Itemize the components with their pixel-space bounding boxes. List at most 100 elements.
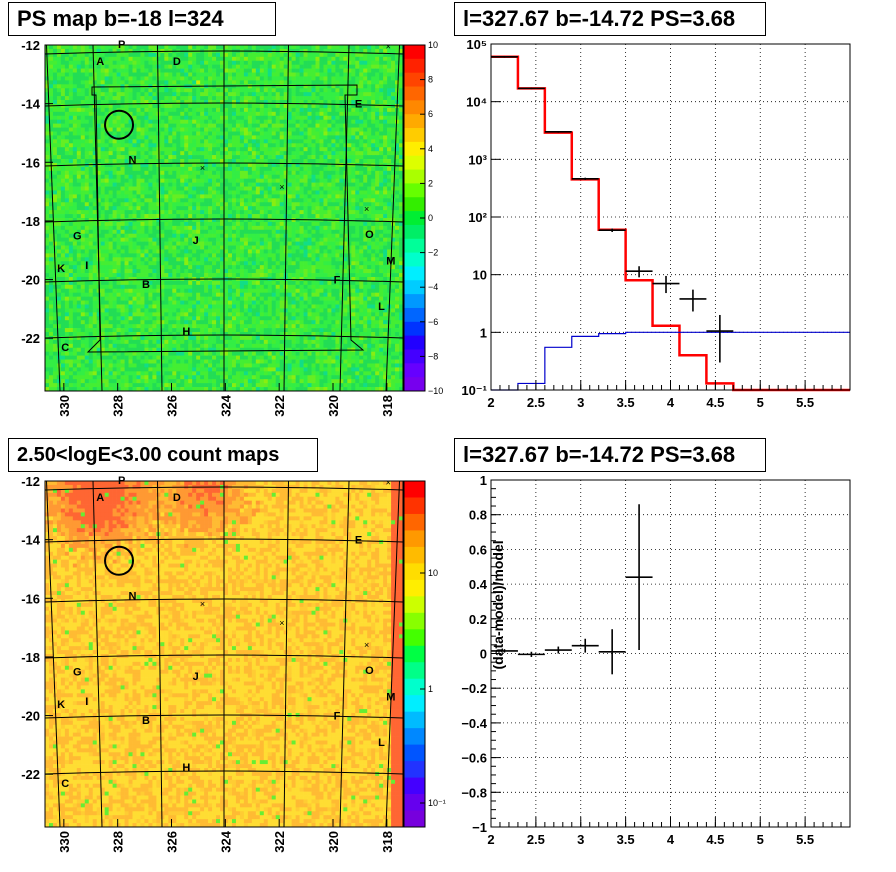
map-pixel [239, 147, 245, 152]
map-pixel [227, 107, 233, 113]
map-pixel [45, 159, 50, 164]
map-pixel [399, 135, 404, 140]
map-pixel [235, 206, 241, 211]
map-pixel [72, 96, 78, 101]
map-pixel [200, 127, 205, 132]
map-pixel [291, 107, 296, 113]
map-pixel [231, 139, 237, 144]
map-pixel [104, 45, 109, 50]
map-pixel [239, 135, 245, 140]
map-pixel [299, 103, 304, 109]
map-pixel [140, 92, 145, 97]
map-pixel [168, 245, 173, 250]
map-pixel [291, 214, 296, 219]
map-pixel [299, 60, 304, 66]
map-pixel [64, 221, 70, 227]
map-pixel [307, 123, 312, 128]
map-pixel [112, 155, 117, 160]
map-pixel [184, 155, 189, 160]
map-pixel [391, 143, 396, 148]
map-pixel [76, 143, 82, 148]
map-pixel [84, 127, 90, 132]
map-pixel [96, 119, 102, 124]
map-pixel [128, 155, 133, 160]
map-pixel [231, 202, 237, 207]
map-pixel [45, 206, 50, 211]
map-pixel [212, 186, 217, 191]
map-pixel [116, 100, 121, 105]
map-pixel [375, 119, 380, 124]
map-pixel [387, 139, 392, 144]
map-pixel [275, 237, 281, 242]
map-pixel [379, 206, 384, 211]
map-pixel [60, 221, 66, 227]
map-pixel [227, 88, 233, 93]
map-pixel [227, 147, 233, 152]
map-pixel [335, 214, 340, 219]
map-pixel [116, 245, 121, 250]
map-pixel [271, 194, 277, 199]
map-pixel [48, 100, 54, 105]
map-pixel [371, 88, 376, 93]
map-pixel [339, 96, 344, 101]
map-pixel [303, 190, 308, 195]
map-pixel [108, 182, 113, 187]
map-pixel [319, 115, 324, 121]
map-pixel [371, 139, 376, 144]
map-pixel [56, 80, 62, 85]
map-pixel [315, 245, 320, 250]
map-pixel [231, 182, 237, 187]
map-pixel [144, 135, 149, 140]
map-pixel [124, 206, 129, 211]
map-pixel [132, 155, 137, 160]
map-pixel [84, 166, 90, 172]
map-pixel [247, 84, 253, 89]
map-pixel [339, 100, 344, 105]
map-pixel [303, 48, 308, 54]
map-pixel [367, 206, 372, 211]
map-pixel [204, 80, 209, 85]
map-pixel [192, 96, 197, 101]
map-pixel [208, 261, 213, 266]
map-pixel [359, 182, 364, 187]
map-pixel [140, 182, 145, 187]
map-pixel [132, 162, 137, 168]
map-pixel [331, 45, 336, 50]
map-pixel [363, 229, 368, 235]
map-pixel [251, 127, 257, 132]
map-pixel [331, 186, 336, 191]
map-pixel [124, 72, 129, 77]
map-pixel [216, 135, 221, 140]
map-pixel [136, 151, 141, 156]
map-pixel [188, 151, 193, 156]
map-pixel [124, 198, 129, 203]
map-pixel [136, 198, 141, 203]
map-pixel [319, 139, 324, 144]
map-pixel [287, 218, 292, 223]
map-pixel [192, 261, 197, 266]
map-pixel [220, 225, 225, 231]
map-pixel [395, 166, 400, 172]
map-pixel [391, 72, 396, 77]
map-pixel [156, 72, 161, 77]
map-pixel [311, 139, 316, 144]
map-pixel [72, 253, 78, 258]
map-pixel [283, 139, 288, 144]
map-pixel [371, 214, 376, 219]
map-pixel [271, 56, 277, 62]
map-pixel [227, 159, 233, 164]
map-pixel [311, 159, 316, 164]
map-pixel [148, 72, 153, 77]
map-pixel [279, 155, 285, 160]
map-pixel [184, 88, 189, 93]
map-pixel [88, 210, 94, 215]
map-pixel [291, 257, 296, 262]
map-pixel [124, 202, 129, 207]
map-pixel [235, 100, 241, 105]
map-pixel [216, 159, 221, 164]
map-pixel [303, 170, 308, 176]
map-pixel [120, 210, 125, 215]
map-pixel [331, 72, 336, 77]
map-pixel [48, 76, 54, 81]
map-pixel [339, 221, 344, 227]
